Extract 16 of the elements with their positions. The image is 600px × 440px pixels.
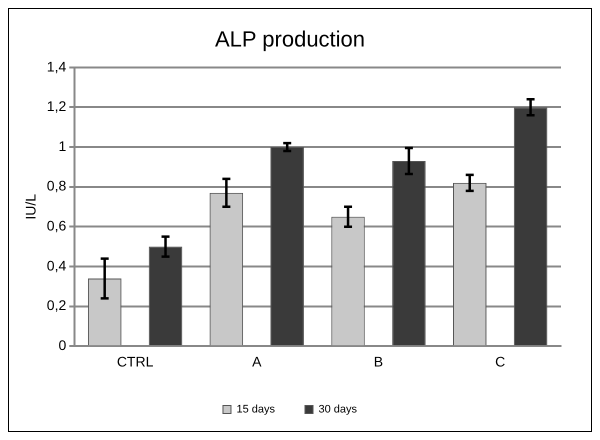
y-tick-label: 1,4 bbox=[46, 58, 66, 74]
y-tick-label: 0,2 bbox=[46, 297, 66, 314]
y-axis-title: IU/L bbox=[22, 194, 38, 220]
x-tick-label: CTRL bbox=[116, 353, 154, 370]
y-tick-label: 0,8 bbox=[46, 178, 66, 194]
y-tick-label: 0,4 bbox=[46, 257, 66, 274]
x-tick-label: C bbox=[495, 353, 506, 370]
legend-label: 30 days bbox=[318, 404, 358, 416]
y-tick-label: 1 bbox=[58, 138, 66, 154]
chart-title: ALP production bbox=[214, 26, 366, 52]
x-tick-label: B bbox=[374, 353, 384, 370]
legend-label: 15 days bbox=[236, 404, 276, 416]
y-tick-label: 0,6 bbox=[46, 218, 66, 234]
y-tick-label: 1,2 bbox=[46, 98, 66, 114]
x-tick-label: A bbox=[252, 353, 262, 370]
y-tick-label: 0 bbox=[58, 337, 66, 354]
